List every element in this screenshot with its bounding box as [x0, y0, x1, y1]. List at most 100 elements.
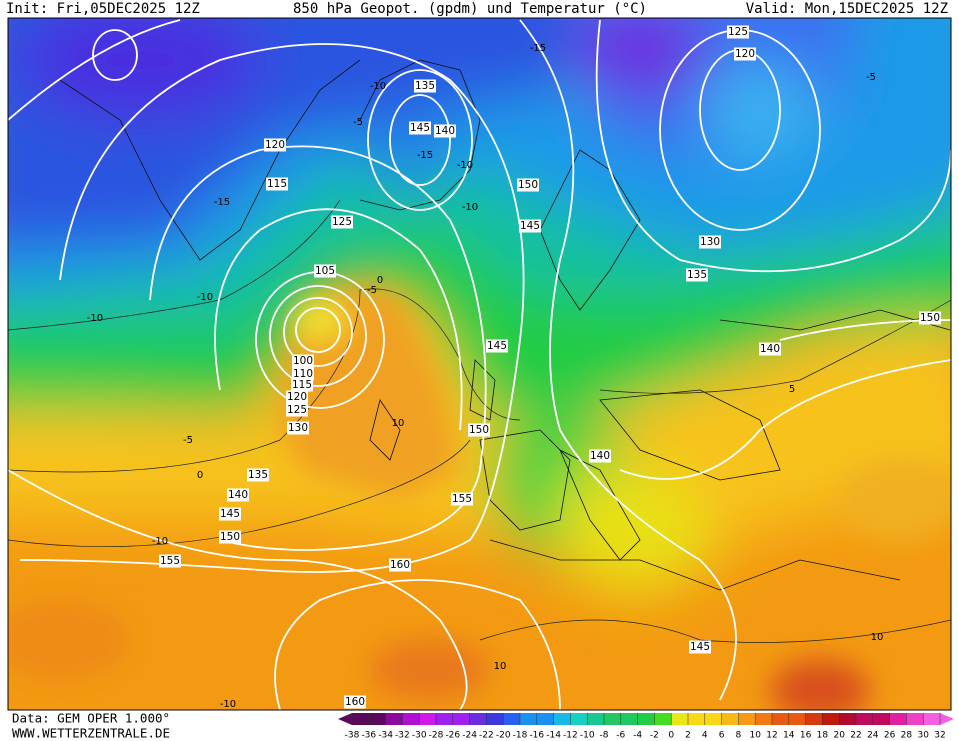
temperature-label: 10 — [494, 661, 507, 672]
colorbar-label: -22 — [479, 731, 494, 741]
geopotential-label-box — [344, 695, 366, 709]
colorbar-bin — [688, 713, 706, 725]
temperature-label: -15 — [530, 43, 546, 54]
geopotential-label-box — [287, 421, 309, 435]
geopotential-label: 145 — [690, 641, 710, 653]
geopotential-label: 150 — [469, 424, 489, 436]
colorbar-label: 2 — [685, 731, 691, 741]
temperature-label: -15 — [214, 197, 230, 208]
colorbar-label: -24 — [462, 731, 477, 741]
colorbar-label: -32 — [395, 731, 410, 741]
colorbar-label: 16 — [800, 731, 812, 741]
colorbar-bin — [839, 713, 857, 725]
geopotential-label-box — [517, 178, 539, 192]
colorbar-bin — [906, 713, 924, 725]
colorbar-label: -36 — [361, 731, 376, 741]
geopotential-label: 125 — [728, 26, 748, 38]
colorbar-bin — [822, 713, 840, 725]
colorbar-label: 14 — [783, 731, 795, 741]
colorbar-label: 28 — [901, 731, 913, 741]
geopotential-label-box — [919, 311, 941, 325]
geopotential-label: 150 — [518, 179, 538, 191]
colorbar-label: 20 — [833, 731, 845, 741]
colorbar-bin — [486, 713, 504, 725]
colorbar-label: 26 — [884, 731, 896, 741]
colorbar-bin — [553, 713, 571, 725]
colorbar-label: -16 — [529, 731, 544, 741]
colorbar-label: -2 — [650, 731, 659, 741]
geopotential-label-box — [451, 492, 473, 506]
geopotential-label: 135 — [248, 469, 268, 481]
geopotential-label-box — [291, 378, 313, 392]
colorbar-label: -26 — [445, 731, 460, 741]
colorbar-label: 30 — [917, 731, 929, 741]
geopotential-label: 150 — [220, 531, 240, 543]
map-title: 850 hPa Geopot. (gpdm) und Temperatur (°… — [293, 1, 647, 17]
temperature-label: -10 — [152, 536, 168, 547]
geopotential-label: 135 — [415, 80, 435, 92]
colorbar-label: -6 — [616, 731, 625, 741]
geopotential-label-box — [266, 177, 288, 191]
colorbar-label: -28 — [429, 731, 444, 741]
colorbar-bin — [520, 713, 538, 725]
geopotential-label-box — [219, 530, 241, 544]
colorbar-bin — [368, 713, 387, 725]
colorbar-label: 12 — [766, 731, 777, 741]
geopotential-label: 110 — [293, 368, 313, 380]
geopotential-label-box — [486, 339, 508, 353]
colorbar-label: 24 — [867, 731, 879, 741]
temperature-label: -5 — [183, 435, 193, 446]
colorbar-bin — [788, 713, 807, 725]
colorbar-bin — [570, 713, 588, 725]
colorbar-bin — [856, 713, 874, 725]
geopotential-label-box — [292, 367, 314, 381]
geopotential-label-box — [689, 640, 711, 654]
geopotential-label: 155 — [160, 555, 180, 567]
geopotential-label-box — [759, 342, 781, 356]
geopotential-label: 160 — [345, 696, 365, 708]
geopotential-label: 140 — [590, 450, 610, 462]
map-frame — [7, 17, 952, 711]
temperature-label: 10 — [871, 632, 884, 643]
colorbar-bin — [889, 713, 907, 725]
colorbar-bin — [654, 713, 672, 725]
geopotential-label: 145 — [410, 122, 430, 134]
colorbar-label: -18 — [513, 731, 528, 741]
geopotential-label: 145 — [220, 508, 240, 520]
colorbar-label: 10 — [749, 731, 761, 741]
geopotential-label-box — [409, 121, 431, 135]
geopotential-label: 160 — [390, 559, 410, 571]
colorbar-label: 18 — [817, 731, 829, 741]
temperature-isolines — [8, 199, 951, 643]
temperature-label: -10 — [87, 313, 103, 324]
geopotential-label-box — [314, 264, 336, 278]
colorbar-bin — [536, 713, 555, 725]
colorbar-label: -10 — [580, 731, 595, 741]
geopotential-label-box — [389, 558, 411, 572]
temperature-label: -15 — [417, 150, 433, 161]
colorbar-bin — [402, 713, 420, 725]
colorbar-label: 8 — [736, 731, 742, 741]
geopotential-label: 105 — [315, 265, 335, 277]
geopotential-label: 140 — [435, 125, 455, 137]
coastlines — [59, 59, 951, 591]
data-source: Data: GEM OPER 1.000° — [12, 711, 170, 726]
init-time: Init: Fri,05DEC2025 12Z — [6, 1, 200, 17]
colorbar-label: 0 — [668, 731, 674, 741]
temperature-label: -10 — [457, 160, 473, 171]
geopotential-label-box — [686, 268, 708, 282]
geopotential-label: 140 — [228, 489, 248, 501]
website: WWW.WETTERZENTRALE.DE — [12, 726, 170, 741]
colorbar-label: -20 — [496, 731, 511, 741]
geopotential-label: 100 — [293, 355, 313, 367]
warm-patches — [8, 290, 951, 710]
colorbar-bin — [738, 713, 756, 725]
temperature-label: 0 — [377, 275, 383, 286]
temperature-label: -10 — [370, 81, 386, 92]
colorbar-bin — [772, 713, 790, 725]
temperature-label: -5 — [866, 72, 876, 83]
colorbar-label: -12 — [563, 731, 578, 741]
colorbar-bin — [923, 713, 941, 725]
